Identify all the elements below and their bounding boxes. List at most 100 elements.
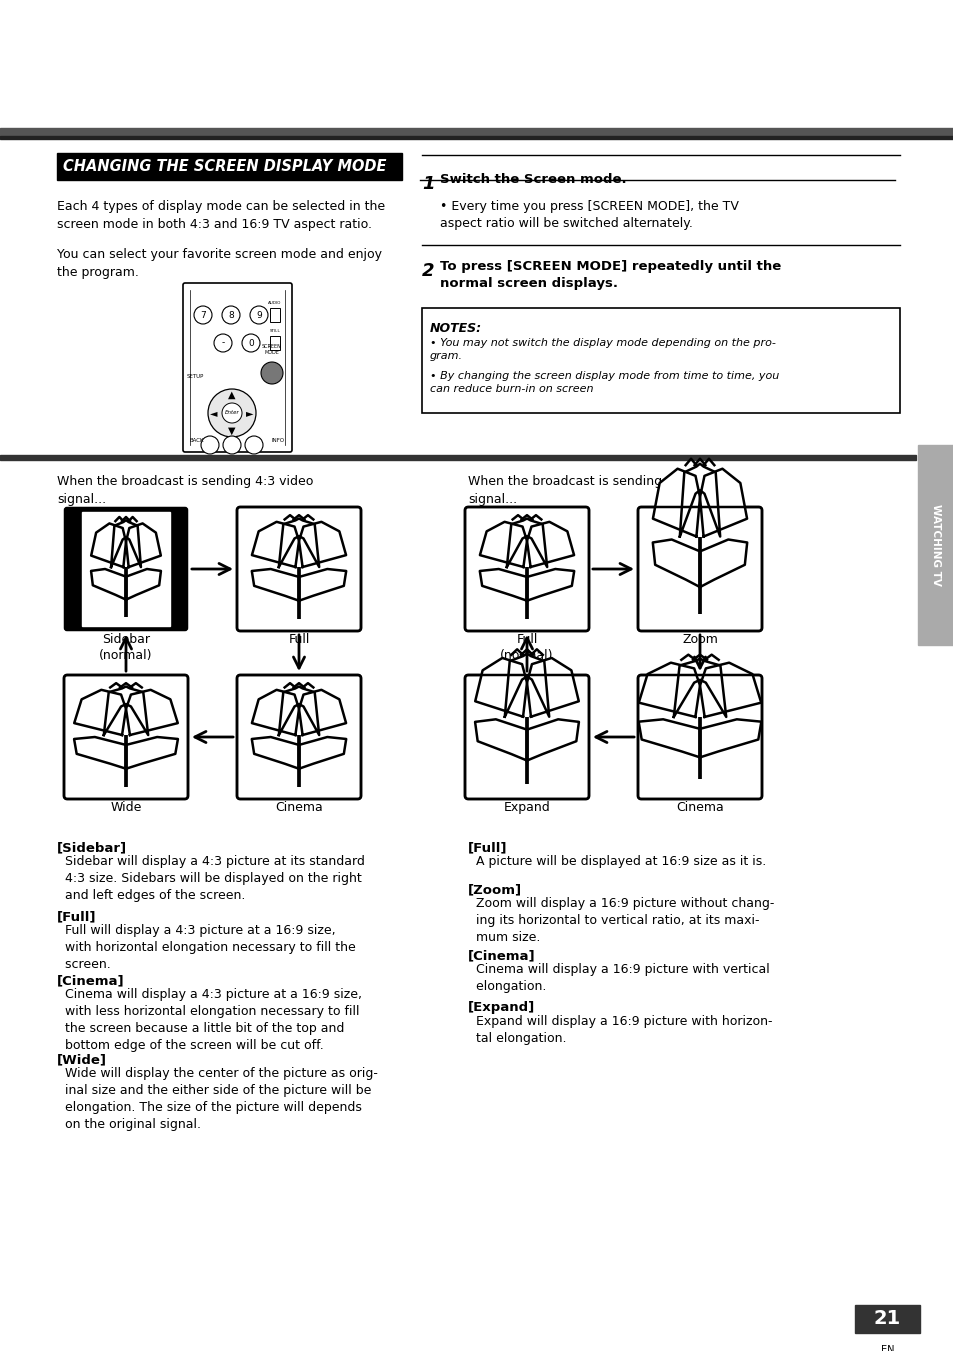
Polygon shape	[700, 719, 760, 758]
Text: 9: 9	[255, 311, 262, 319]
Circle shape	[201, 436, 219, 454]
Text: SETUP: SETUP	[186, 374, 204, 380]
Text: When the broadcast is sending 4:3 video
signal...: When the broadcast is sending 4:3 video …	[57, 476, 313, 507]
Polygon shape	[126, 690, 177, 735]
Text: 8: 8	[228, 311, 233, 319]
Text: Wide: Wide	[111, 801, 142, 815]
Circle shape	[223, 436, 241, 454]
Polygon shape	[252, 569, 298, 601]
Text: Full will display a 4:3 picture at a 16:9 size,
  with horizontal elongation nec: Full will display a 4:3 picture at a 16:…	[57, 924, 355, 971]
Polygon shape	[252, 521, 298, 567]
Text: When the broadcast is sending 16:9 video
signal...: When the broadcast is sending 16:9 video…	[468, 476, 732, 507]
Text: INFO: INFO	[272, 438, 284, 443]
FancyBboxPatch shape	[65, 508, 187, 630]
Text: • Every time you press [SCREEN MODE], the TV
aspect ratio will be switched alter: • Every time you press [SCREEN MODE], th…	[439, 200, 739, 230]
Text: Each 4 types of display mode can be selected in the
screen mode in both 4:3 and : Each 4 types of display mode can be sele…	[57, 200, 385, 231]
FancyBboxPatch shape	[236, 507, 360, 631]
Circle shape	[222, 305, 240, 324]
Text: ▲: ▲	[228, 390, 235, 400]
Circle shape	[193, 305, 212, 324]
Polygon shape	[252, 738, 298, 769]
Text: [Full]: [Full]	[468, 842, 507, 854]
Polygon shape	[252, 690, 298, 735]
Polygon shape	[91, 523, 126, 567]
Text: [Full]: [Full]	[57, 911, 96, 923]
Polygon shape	[504, 654, 549, 717]
Text: Cinema: Cinema	[676, 801, 723, 815]
Polygon shape	[74, 738, 126, 769]
Polygon shape	[638, 719, 700, 758]
Text: -: -	[221, 339, 224, 347]
Polygon shape	[126, 738, 177, 769]
Polygon shape	[652, 469, 700, 536]
Text: Sidebar will display a 4:3 picture at its standard
  4:3 size. Sidebars will be : Sidebar will display a 4:3 picture at it…	[57, 855, 364, 902]
Circle shape	[208, 389, 255, 436]
Text: Switch the Screen mode.: Switch the Screen mode.	[439, 173, 626, 186]
Polygon shape	[111, 520, 141, 567]
Text: Cinema will display a 16:9 picture with vertical
  elongation.: Cinema will display a 16:9 picture with …	[468, 963, 769, 993]
Text: [Expand]: [Expand]	[468, 1001, 535, 1015]
Polygon shape	[126, 569, 161, 600]
Bar	[270, 336, 280, 350]
Circle shape	[245, 436, 263, 454]
Polygon shape	[679, 463, 720, 536]
Bar	[0, 136, 953, 139]
Text: [Sidebar]: [Sidebar]	[57, 842, 127, 854]
Text: 2: 2	[421, 262, 434, 280]
FancyBboxPatch shape	[464, 507, 588, 631]
Polygon shape	[526, 569, 574, 601]
Polygon shape	[700, 469, 746, 536]
Text: ▼: ▼	[228, 426, 235, 436]
Text: ►: ►	[246, 408, 253, 417]
Polygon shape	[639, 663, 700, 717]
Text: 21: 21	[873, 1309, 901, 1328]
Bar	[82, 512, 170, 626]
Circle shape	[261, 362, 283, 384]
Bar	[0, 128, 953, 136]
Polygon shape	[298, 690, 346, 735]
Bar	[57, 153, 401, 180]
Text: Sidebar
(normal): Sidebar (normal)	[99, 634, 152, 662]
Text: • By changing the screen display mode from time to time, you
can reduce burn-in : • By changing the screen display mode fr…	[430, 372, 779, 394]
Polygon shape	[526, 521, 574, 567]
Circle shape	[222, 403, 242, 423]
Circle shape	[242, 334, 260, 353]
FancyBboxPatch shape	[183, 282, 292, 453]
Polygon shape	[91, 569, 126, 600]
Bar	[270, 308, 280, 322]
Text: Enter: Enter	[224, 411, 239, 416]
Polygon shape	[673, 659, 725, 717]
Text: [Cinema]: [Cinema]	[57, 974, 125, 988]
Polygon shape	[278, 519, 319, 567]
Text: Expand: Expand	[503, 801, 550, 815]
Text: To press [SCREEN MODE] repeatedly until the
normal screen displays.: To press [SCREEN MODE] repeatedly until …	[439, 259, 781, 290]
Circle shape	[213, 334, 232, 353]
Text: Zoom: Zoom	[681, 634, 718, 646]
Text: Full: Full	[288, 634, 310, 646]
Polygon shape	[526, 658, 578, 717]
Text: Wide will display the center of the picture as orig-
  inal size and the either : Wide will display the center of the pict…	[57, 1067, 377, 1131]
Bar	[854, 1305, 919, 1333]
Polygon shape	[126, 523, 161, 567]
Text: BACK: BACK	[190, 438, 204, 443]
Polygon shape	[298, 569, 346, 601]
FancyBboxPatch shape	[638, 507, 761, 631]
Text: SCREEN
MODE: SCREEN MODE	[262, 345, 282, 355]
Text: Cinema: Cinema	[274, 801, 322, 815]
Text: STILL: STILL	[270, 330, 280, 332]
Polygon shape	[700, 663, 760, 717]
Text: You can select your favorite screen mode and enjoy
the program.: You can select your favorite screen mode…	[57, 249, 381, 280]
Text: Expand will display a 16:9 picture with horizon-
  tal elongation.: Expand will display a 16:9 picture with …	[468, 1015, 772, 1046]
Text: Cinema will display a 4:3 picture at a 16:9 size,
  with less horizontal elongat: Cinema will display a 4:3 picture at a 1…	[57, 988, 361, 1052]
Bar	[421, 308, 899, 413]
Text: EN: EN	[880, 1346, 893, 1351]
Polygon shape	[479, 521, 526, 567]
Text: WATCHING TV: WATCHING TV	[930, 504, 940, 586]
FancyBboxPatch shape	[464, 676, 588, 798]
Polygon shape	[652, 539, 700, 588]
Polygon shape	[278, 686, 319, 735]
FancyBboxPatch shape	[638, 676, 761, 798]
Text: 1: 1	[421, 176, 434, 193]
Text: Zoom will display a 16:9 picture without chang-
  ing its horizontal to vertical: Zoom will display a 16:9 picture without…	[468, 897, 774, 944]
Bar	[917, 444, 953, 644]
